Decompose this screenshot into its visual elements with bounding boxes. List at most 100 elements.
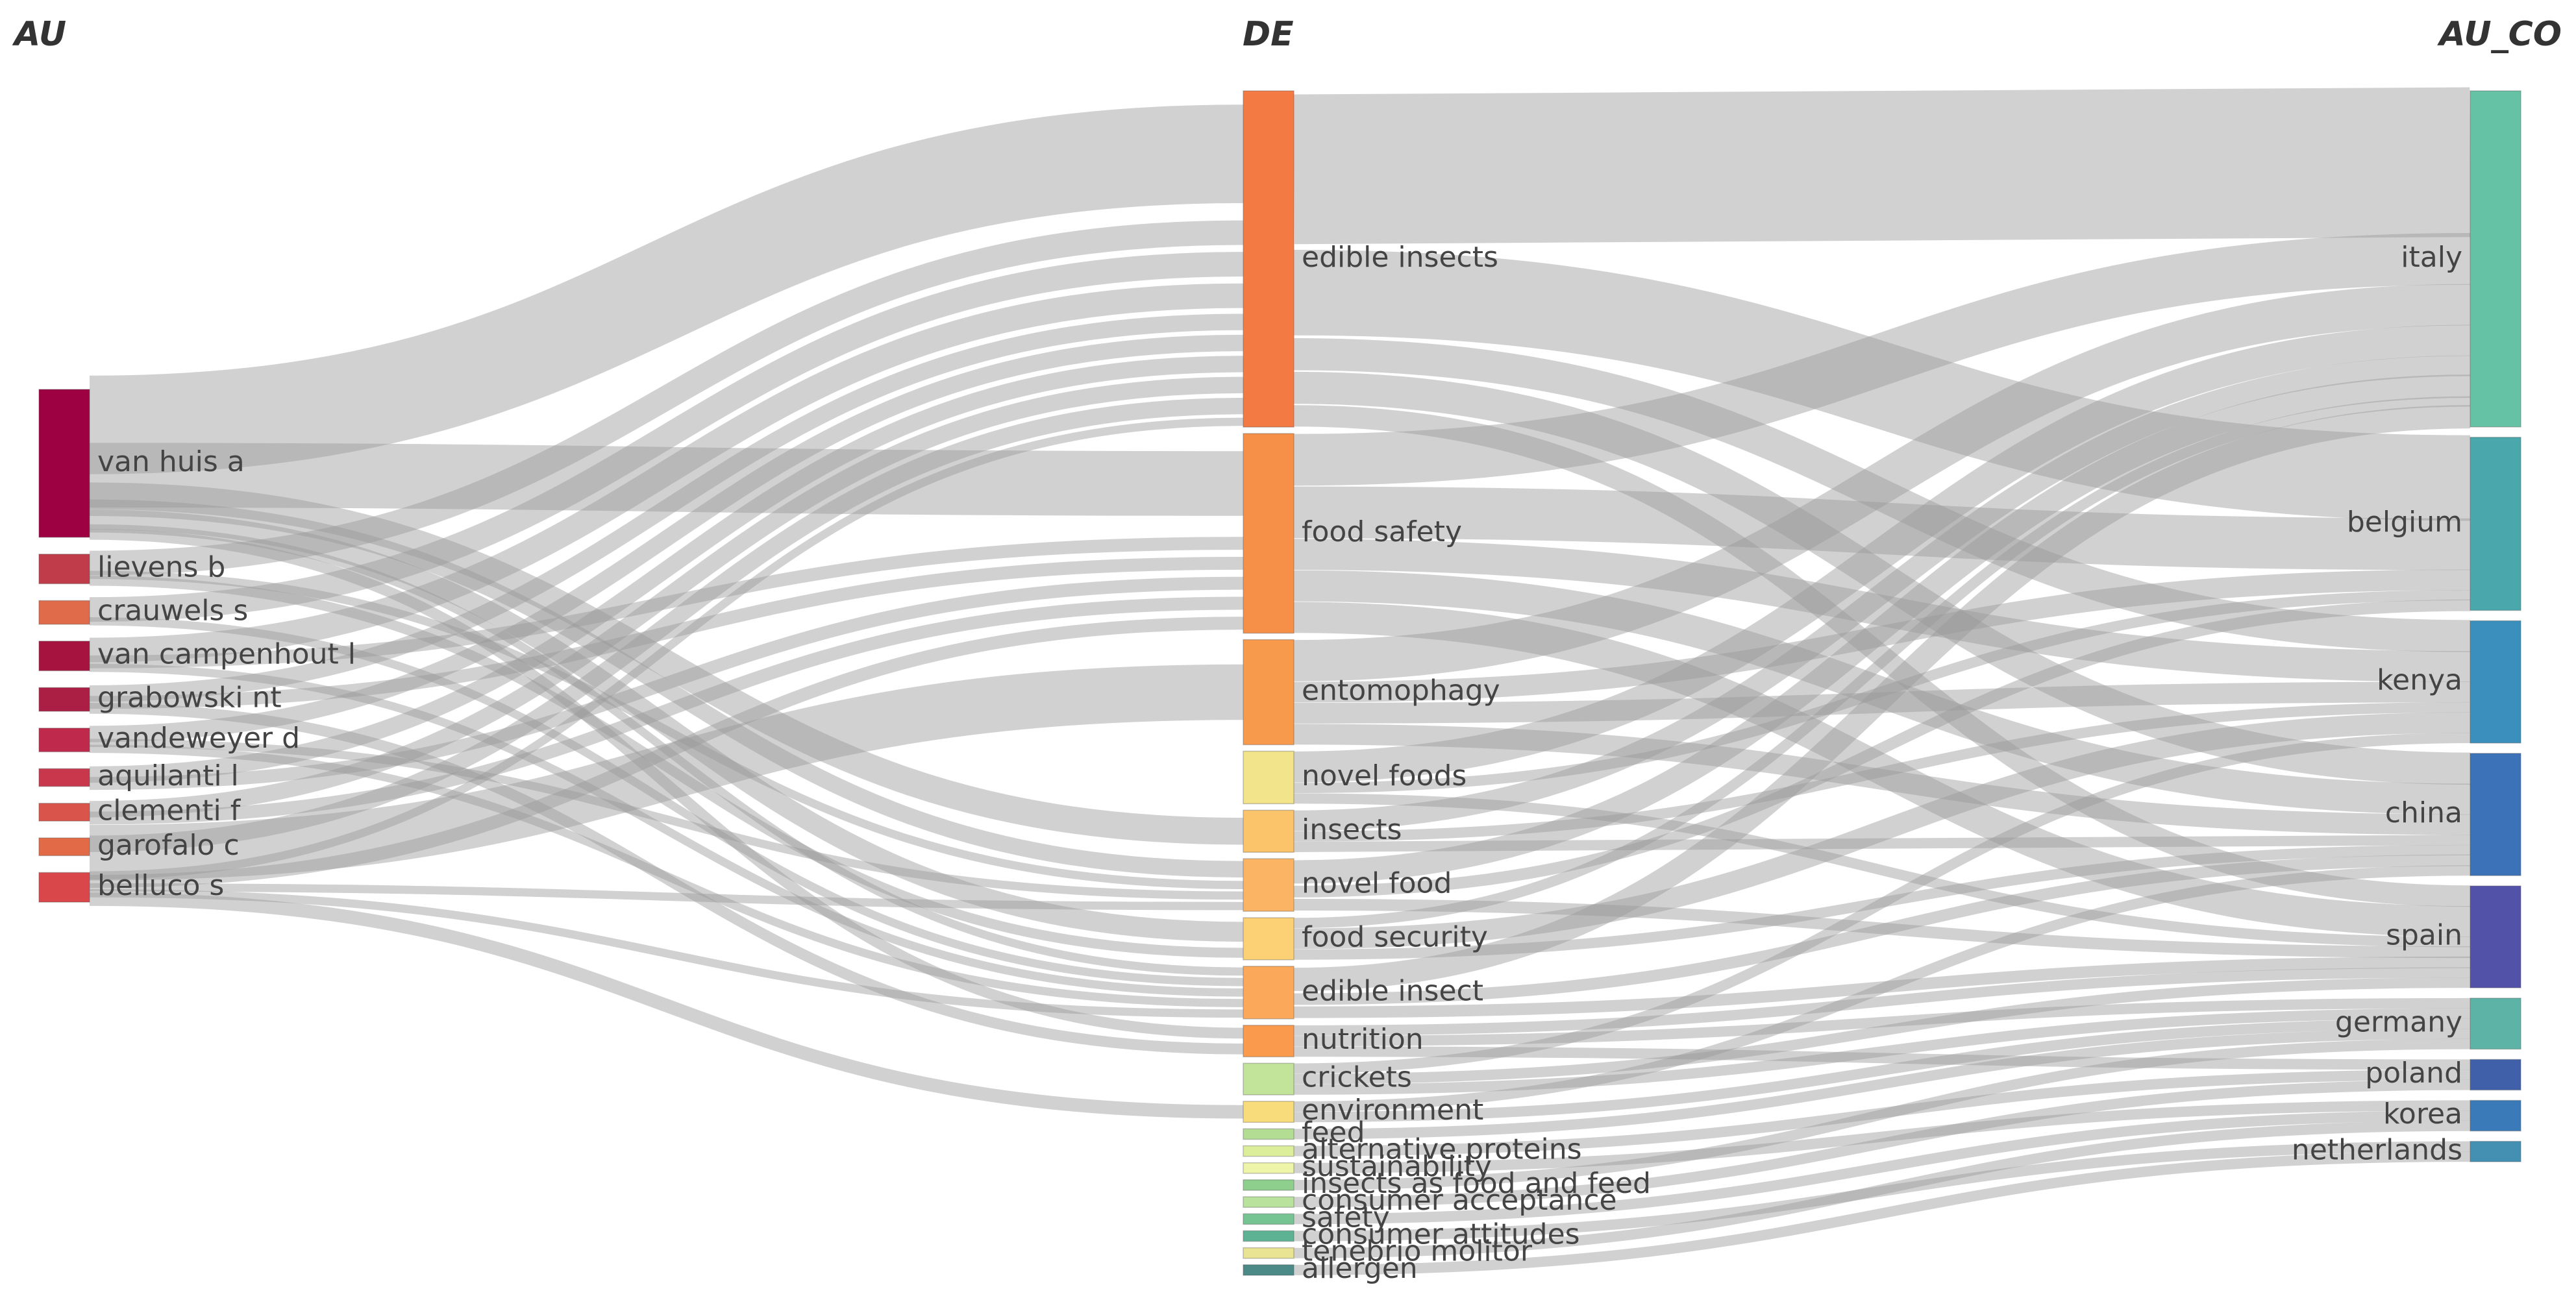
link-edible-insects-to-italy [1293,87,2471,245]
node-vandeweyer-d[interactable] [38,728,90,753]
column-titles: AU DE AU_CO [12,15,2562,54]
link-belluco-s-to-edible-insect [89,889,1244,1018]
node-nutrition[interactable] [1243,1025,1294,1058]
node-kenya[interactable] [2470,620,2521,744]
link-entomophagy-to-kenya [1293,681,2471,724]
link-van-huis-a-to-nutrition [89,528,1244,1039]
node-label-italy: italy [2401,241,2462,274]
node-label-consumer-acceptance: consumer acceptance [1302,1184,1617,1217]
node-sustainability[interactable] [1243,1162,1294,1174]
link-novel-food-to-spain [1293,899,2471,959]
node-label-entomophagy: entomophagy [1302,674,1500,707]
node-alternative-proteins[interactable] [1243,1145,1294,1157]
node-label-aquilanti-l: aquilanti l [97,759,239,792]
link-entomophagy-to-belgium [1293,569,2471,703]
node-entomophagy[interactable] [1243,639,1294,746]
link-belluco-s-to-environment [89,892,1244,1119]
link-van-huis-a-to-edible-insects [89,104,1244,474]
link-entomophagy-to-china [1293,724,2471,835]
link-crauwels-s-to-edible-insects [89,252,1244,622]
node-crickets[interactable] [1243,1062,1294,1096]
link-insects-as-food-and-feed-to-germany [1293,1038,2471,1190]
link-nutrition-to-poland [1293,1046,2471,1070]
link-van-campenhout-l-to-edible-insects [89,283,1244,663]
node-novel-food[interactable] [1243,858,1294,912]
node-insects[interactable] [1243,809,1294,853]
link-crauwels-s-to-edible-insect [89,617,1244,986]
node-china[interactable] [2470,753,2521,876]
link-aquilanti-l-to-edible-insects [89,356,1244,783]
link-nutrition-to-spain [1293,967,2471,1036]
link-novel-food-to-italy [1293,374,2471,884]
link-vandeweyer-d-to-novel-food [89,739,1244,900]
link-lievens-b-to-novel-food [89,570,1244,889]
node-label-environment: environment [1302,1094,1483,1127]
link-crickets-to-spain [1293,977,2471,1084]
node-allergen[interactable] [1243,1264,1294,1276]
node-label-novel-food: novel food [1302,867,1452,900]
link-alternative-proteins-to-poland [1293,1070,2471,1157]
node-grabowski-nt[interactable] [38,687,90,712]
node-aquilanti-l[interactable] [38,768,90,787]
node-consumer-acceptance[interactable] [1243,1196,1294,1208]
link-van-huis-a-to-edible-insect [89,524,1244,976]
link-lievens-b-to-food-security [89,576,1244,958]
node-garofalo-c[interactable] [38,837,90,857]
node-poland[interactable] [2470,1059,2521,1091]
link-crickets-to-kenya [1293,733,2471,1074]
node-safety[interactable] [1243,1213,1294,1225]
node-spain[interactable] [2470,885,2521,988]
node-netherlands[interactable] [2470,1140,2521,1162]
link-garofalo-c-to-entomophagy [89,664,1244,881]
link-environment-to-germany [1293,1018,2471,1123]
link-sustainability-to-korea [1293,1100,2471,1173]
node-lievens-b[interactable] [38,554,90,585]
node-food-security[interactable] [1243,917,1294,961]
node-crauwels-s[interactable] [38,600,90,625]
link-novel-food-to-belgium [1293,599,2471,898]
link-food-security-to-italy [1293,396,2471,929]
link-edible-insect-to-china [1293,854,2471,1005]
node-novel-foods[interactable] [1243,750,1294,805]
node-tenebrio-molitor[interactable] [1243,1247,1294,1259]
link-insects-to-china [1293,835,2471,853]
node-italy[interactable] [2470,90,2521,428]
node-environment[interactable] [1243,1101,1294,1123]
node-label-clementi-f: clementi f [97,794,242,827]
link-van-huis-a-to-food-safety [89,443,1244,516]
node-van-huis-a[interactable] [38,389,90,538]
link-belluco-s-to-food-safety [89,617,1244,888]
node-clementi-f[interactable] [38,802,90,822]
node-label-germany: germany [2335,1005,2462,1038]
link-tenebrio-molitor-to-korea [1293,1120,2471,1258]
node-insects-as-food-and-feed[interactable] [1243,1179,1294,1191]
link-edible-insect-to-spain [1293,956,2471,1018]
link-edible-insect-to-italy [1293,405,2471,992]
link-novel-foods-to-spain [1293,793,2471,948]
link-allergen-to-netherlands [1293,1151,2471,1275]
node-edible-insect[interactable] [1243,966,1294,1020]
node-feed[interactable] [1243,1128,1294,1140]
link-food-safety-to-kenya [1293,539,2471,683]
node-belluco-s[interactable] [38,872,90,903]
labels-layer: van huis a lievens b crauwels s van campenh… [97,241,2462,1285]
node-edible-insects[interactable] [1243,90,1294,428]
node-label-belgium: belgium [2347,506,2462,539]
node-consumer-attitudes[interactable] [1243,1230,1294,1242]
column-title-au: AU [12,15,66,54]
link-clementi-f-to-food-safety [89,596,1244,825]
link-vandeweyer-d-to-edible-insects [89,334,1244,742]
node-food-safety[interactable] [1243,433,1294,634]
node-belgium[interactable] [2470,437,2521,611]
node-label-novel-foods: novel foods [1302,759,1467,792]
link-van-campenhout-l-to-edible-insect [89,663,1244,997]
node-germany[interactable] [2470,998,2521,1050]
link-grabowski-nt-to-food-safety [89,556,1244,709]
node-label-grabowski-nt: grabowski nt [97,681,282,715]
link-safety-to-korea [1293,1110,2471,1225]
node-van-campenhout-l[interactable] [38,641,90,672]
link-van-huis-a-to-novel-food [89,499,1244,878]
node-label-crickets: crickets [1302,1061,1412,1094]
node-korea[interactable] [2470,1099,2521,1132]
